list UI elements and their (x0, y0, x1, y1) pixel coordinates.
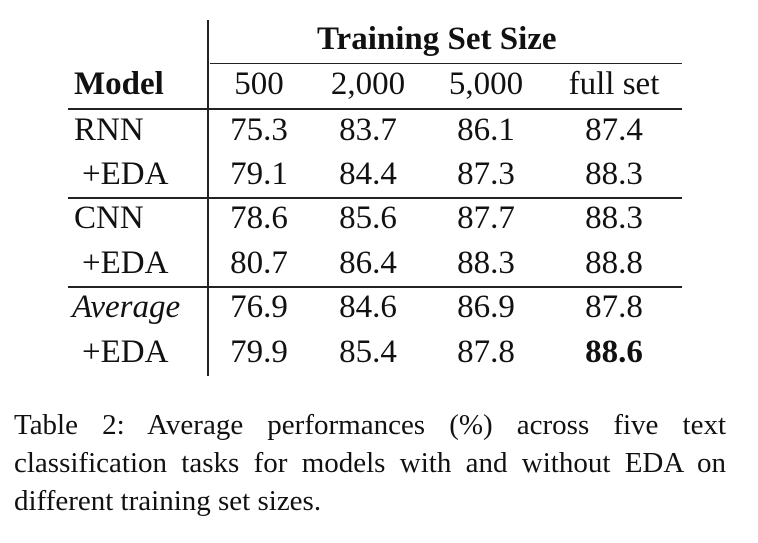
table-cell: 87.7 (457, 200, 515, 236)
training-set-size-header: Training Set Size (317, 21, 557, 57)
table-cell: 79.1 (230, 156, 288, 192)
table-cell: 84.4 (339, 156, 397, 192)
table-cell: 88.3 (457, 245, 515, 281)
table-cell: 86.9 (457, 289, 515, 325)
table-cell: 76.9 (230, 289, 288, 325)
row-label-cnn-eda: +EDA (82, 245, 169, 281)
table-cell: 88.3 (585, 200, 643, 236)
table-cell: 79.9 (230, 334, 288, 370)
rnn-group-bottom-rule (68, 197, 682, 199)
table-cell: 83.7 (339, 112, 397, 148)
table-cell: 87.8 (457, 334, 515, 370)
table-cell: 85.6 (339, 200, 397, 236)
table-cell: 84.6 (339, 289, 397, 325)
column-divider (207, 20, 209, 376)
table-cell: 88.3 (585, 156, 643, 192)
table-cell: 87.3 (457, 156, 515, 192)
table-cell: 88.8 (585, 245, 643, 281)
cnn-group-bottom-rule (68, 286, 682, 288)
column-header-2000: 2,000 (330, 66, 406, 102)
table-cell: 75.3 (230, 112, 288, 148)
table-cell-best: 88.6 (585, 334, 643, 370)
header-bottom-rule (68, 108, 682, 110)
column-header-5000: 5,000 (448, 66, 524, 102)
model-column-header: Model (74, 66, 164, 102)
column-header-500: 500 (234, 66, 284, 102)
table-caption: Table 2: Average performances (%) across… (14, 409, 726, 517)
table-cell: 80.7 (230, 245, 288, 281)
table-cell: 78.6 (230, 200, 288, 236)
row-label-average: Average (72, 289, 181, 325)
table-cell: 87.4 (585, 112, 643, 148)
table-cell: 86.1 (457, 112, 515, 148)
row-label-rnn-eda: +EDA (82, 156, 169, 192)
table-cell: 87.8 (585, 289, 643, 325)
header-group-rule (210, 63, 682, 64)
table-cell: 86.4 (339, 245, 397, 281)
row-label-average-eda: +EDA (82, 334, 169, 370)
column-header-full-set: full set (568, 66, 660, 102)
row-label-rnn: RNN (74, 112, 144, 148)
row-label-cnn: CNN (74, 200, 144, 236)
table-cell: 85.4 (339, 334, 397, 370)
